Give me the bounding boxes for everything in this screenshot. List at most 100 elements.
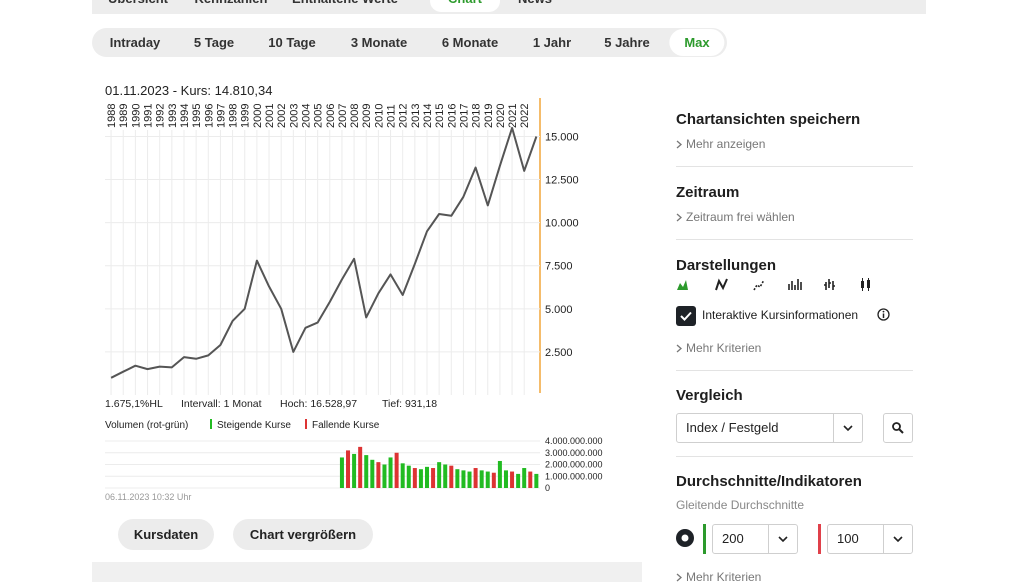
volume-bar — [364, 455, 369, 488]
x-tick-label: 1997 — [215, 104, 227, 128]
y-tick-label: 4.000.000.000 — [545, 436, 603, 446]
x-tick-label: 1998 — [228, 104, 240, 128]
volume-bar — [388, 457, 393, 488]
button[interactable]: Chart vergrößern — [233, 519, 373, 550]
range-tab[interactable]: Max — [669, 29, 725, 56]
radio[interactable] — [675, 528, 695, 548]
link[interactable]: Mehr Kriterien — [676, 341, 761, 355]
volume-bar — [382, 464, 387, 488]
volume-bar — [528, 471, 533, 488]
select[interactable]: Index / Festgeld — [676, 413, 863, 443]
y-tick-label: 10.000 — [545, 218, 579, 230]
panel — [92, 562, 642, 582]
range-tab[interactable]: 3 Monate — [350, 35, 408, 50]
x-tick-label: 1994 — [179, 104, 191, 128]
x-tick-label: 2001 — [264, 104, 276, 128]
link-text: Zeitraum frei wählen — [686, 210, 795, 224]
color-marker — [818, 524, 821, 554]
tab[interactable]: Kennzahlen — [177, 0, 286, 12]
select[interactable]: 200 — [712, 524, 798, 554]
x-tick-label: 2012 — [398, 104, 410, 128]
range-tab[interactable]: 1 Jahr — [532, 35, 572, 50]
x-tick-label: 1989 — [118, 104, 130, 128]
volume-bar — [516, 473, 521, 488]
volume-bar — [443, 464, 448, 488]
range-tab[interactable]: 10 Tage — [268, 35, 316, 50]
chart-stat: Hoch: 16.528,97 — [280, 398, 357, 410]
button[interactable]: Kursdaten — [118, 519, 214, 550]
chevron-icon — [676, 573, 682, 581]
range-tab[interactable]: 6 Monate — [441, 35, 499, 50]
separator — [676, 166, 913, 167]
chevron-icon — [676, 140, 682, 148]
chevron-icon — [676, 344, 682, 352]
chart-stat: Intervall: 1 Monat — [181, 398, 262, 410]
x-tick-label: 1993 — [167, 104, 179, 128]
info-icon[interactable] — [877, 308, 890, 321]
x-tick-label: 2016 — [446, 104, 458, 128]
link-text: Mehr Kriterien — [686, 341, 762, 355]
volume-bar — [497, 460, 502, 488]
chart-stat: 1.675,1%HL — [105, 398, 163, 410]
select-value: Index / Festgeld — [686, 420, 779, 435]
x-tick-label: 1996 — [203, 104, 215, 128]
volume-bar — [461, 470, 466, 488]
section-title: Durchschnitte/Indikatoren — [676, 473, 862, 490]
y-tick-label: 7.500 — [545, 261, 573, 273]
y-tick-label: 15.000 — [545, 131, 579, 143]
x-tick-label: 2007 — [337, 104, 349, 128]
legend-label: Fallende Kurse — [312, 420, 380, 431]
volume-bar — [491, 472, 496, 488]
tab[interactable]: Chart — [430, 0, 500, 12]
tab[interactable]: Enthaltene Werte — [274, 0, 416, 12]
x-tick-label: 2018 — [471, 104, 483, 128]
y-tick-label: 12.500 — [545, 175, 579, 187]
volume-bar — [534, 473, 539, 488]
legend-swatch — [210, 419, 212, 429]
select[interactable]: 100 — [827, 524, 913, 554]
volume-bar — [406, 465, 411, 488]
section-title: Darstellungen — [676, 257, 777, 274]
x-tick-label: 1995 — [191, 104, 203, 128]
volume-bar — [467, 471, 472, 488]
y-tick-label: 2.000.000.000 — [545, 460, 603, 470]
range-tab[interactable]: 5 Tage — [193, 35, 235, 50]
color-marker — [703, 524, 706, 554]
range-tab[interactable]: Intraday — [109, 35, 161, 50]
x-tick-label: 2010 — [373, 104, 385, 128]
link[interactable]: Mehr anzeigen — [676, 137, 765, 151]
volume-bar — [455, 469, 460, 488]
volume-bar — [473, 468, 478, 488]
select-arrow — [833, 414, 862, 442]
range-tab-bar: Intraday 5 Tage 10 Tage 3 Monate 6 Monate 1 J… — [92, 28, 727, 57]
x-tick-label: 2019 — [483, 104, 495, 128]
link-text: Mehr Kriterien — [686, 570, 762, 584]
select-value: 100 — [837, 531, 859, 546]
volume-bar — [370, 459, 375, 488]
separator — [676, 456, 913, 457]
link[interactable]: Mehr Kriterien — [676, 570, 761, 584]
volume-bar — [503, 470, 508, 488]
x-tick-label: 1988 — [106, 104, 118, 128]
checkbox[interactable] — [676, 306, 696, 326]
display-icons[interactable] — [676, 277, 876, 293]
tab[interactable]: News — [500, 0, 570, 12]
x-tick-label: 2017 — [458, 104, 470, 128]
x-tick-label: 2005 — [313, 104, 325, 128]
chart-title: Volumen (rot-grün) — [105, 420, 188, 431]
range-tab[interactable]: 5 Jahre — [604, 35, 650, 50]
x-tick-label: 2002 — [276, 104, 288, 128]
search-button[interactable] — [883, 413, 913, 443]
link[interactable]: Zeitraum frei wählen — [676, 210, 795, 224]
section-title: Vergleich — [676, 387, 743, 404]
select-arrow — [768, 525, 797, 553]
x-tick-label: 2021 — [507, 104, 519, 128]
chart-title: 01.11.2023 - Kurs: 14.810,34 — [105, 83, 272, 98]
x-tick-label: 2022 — [519, 104, 531, 128]
checkbox-label: Interaktive Kursinformationen — [702, 308, 859, 322]
x-tick-label: 1999 — [240, 104, 252, 128]
select-value: 200 — [722, 531, 744, 546]
tab[interactable]: Übersicht — [92, 0, 186, 12]
x-tick-label: 2004 — [300, 104, 312, 128]
